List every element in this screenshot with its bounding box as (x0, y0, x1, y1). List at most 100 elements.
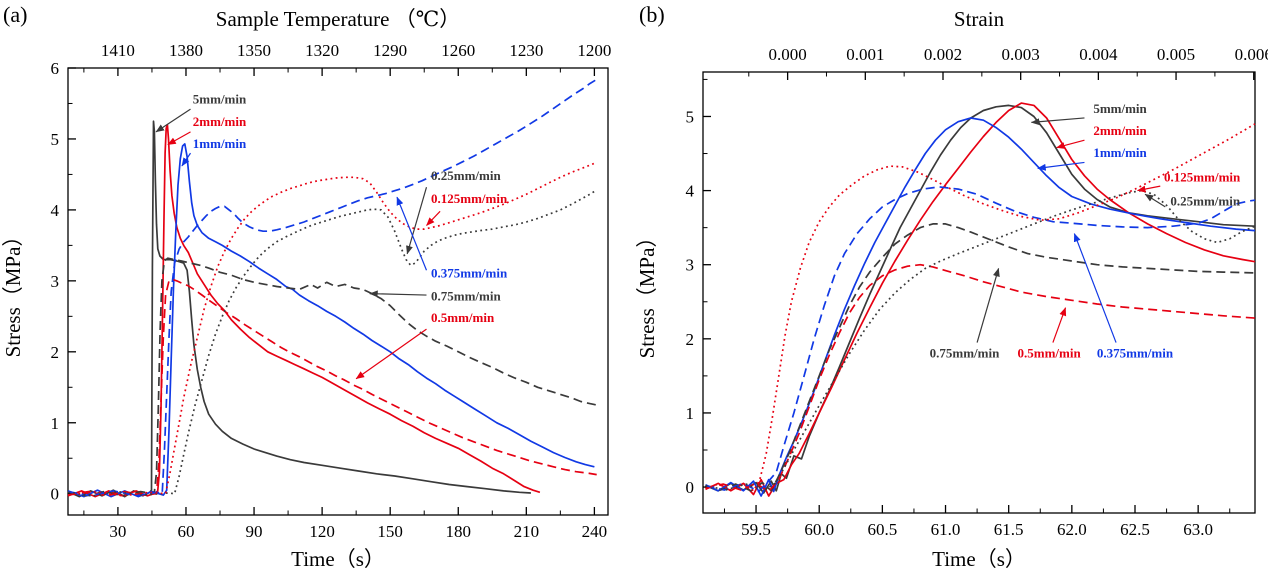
top-tick-label: 1200 (577, 41, 611, 60)
annotation-arrow (1052, 307, 1067, 343)
annotation-label: 0.375mm/min (1097, 345, 1174, 360)
x-tick-label: 30 (109, 522, 126, 541)
y-tick-label: 3 (686, 256, 695, 275)
chart-panel-b: 59.5 60.0 60.5 61.0 61.5 62.0 62.5 63.0 0 1 2 3 4 5 0.… (635, 7, 1268, 571)
y-tick-label: 0 (51, 485, 60, 504)
annotation-arrow (396, 196, 428, 271)
top-tick-label: 1380 (169, 41, 203, 60)
top-tick-label: 1350 (237, 41, 271, 60)
x-tick-label: 61.0 (931, 520, 961, 539)
series-0-25mm-min (705, 189, 1256, 492)
annotation-label: 0.75mm/min (431, 289, 501, 304)
annotation-label: 0.5mm/min (1018, 345, 1082, 360)
series-0-75mm-min (67, 257, 597, 497)
y-tick-label: 6 (51, 59, 60, 78)
panel-a-label: (a) (3, 2, 28, 27)
x-tick-label: 60.0 (804, 520, 834, 539)
annotation-label: 0.125mm/min (431, 191, 508, 206)
series-0-25mm-min (67, 189, 598, 497)
annotation-label: 5mm/min (193, 91, 247, 106)
top-tick-label: 0.002 (924, 45, 962, 64)
series-0-125mm-min (67, 161, 598, 497)
x-tick-label: 62.5 (1120, 520, 1150, 539)
annotation-arrow (1030, 117, 1085, 126)
annotation-label: 0.5mm/min (431, 310, 495, 325)
x-tick-label: 210 (514, 522, 540, 541)
top-tick-label: 0.006 (1235, 45, 1268, 64)
x-tick-label: 150 (377, 522, 403, 541)
top-tick-label: 1320 (305, 41, 339, 60)
top-tick-label: 0.003 (1002, 45, 1040, 64)
y-tick-label: 4 (686, 182, 695, 201)
top-tick-label: 1260 (441, 41, 475, 60)
x-tick-label: 63.0 (1183, 520, 1213, 539)
annotation-arrow (1056, 139, 1085, 149)
annotation-arrow (976, 267, 1000, 343)
annotation-label: 0.375mm/min (431, 265, 508, 280)
annotation-arrow (1137, 185, 1161, 193)
y-tick-label: 0 (686, 478, 695, 497)
top-tick-label: 1290 (373, 41, 407, 60)
x-tick-label: 61.5 (994, 520, 1024, 539)
annotation-label: 2mm/min (1093, 123, 1147, 138)
annotation-arrow (181, 152, 192, 167)
annotation-label: 1mm/min (1093, 145, 1147, 160)
x-tick-label: 120 (309, 522, 335, 541)
x-tick-label: 240 (582, 522, 608, 541)
x-tick-label: 60.5 (867, 520, 897, 539)
y-tick-label: 5 (686, 107, 695, 126)
top-tick-label: 1410 (101, 41, 135, 60)
series-0-125mm-min (705, 123, 1256, 492)
x-tick-label: 180 (446, 522, 472, 541)
chart-panel-a: 30 60 90 120 150 180 210 240 0 1 2 3 4 5 6 1410 1380 1350… (1, 7, 611, 571)
top-axis-title: Strain (954, 7, 1005, 31)
y-tick-label: 2 (51, 343, 60, 362)
series-0-75mm-min (705, 223, 1256, 492)
annotation-label: 5mm/min (1093, 101, 1147, 116)
series-2mm-min (705, 102, 1256, 497)
y-tick-label: 3 (51, 272, 60, 291)
annotations: 5mm/min 2mm/min 1mm/min 0.125mm/min 0.25mm/m… (930, 101, 1241, 361)
series-0-5mm-min (705, 263, 1256, 493)
series-1mm-min (67, 143, 595, 498)
panel-b-label: (b) (639, 2, 665, 27)
top-tick-label: 1230 (509, 41, 543, 60)
series-0-5mm-min (67, 278, 597, 497)
series-0-375mm-min (705, 186, 1256, 493)
y-tick-label: 2 (686, 330, 695, 349)
annotation-arrow (1144, 193, 1166, 208)
annotation-arrow (426, 210, 441, 226)
y-tick-label: 1 (686, 404, 695, 423)
top-tick-label: 0.004 (1079, 45, 1118, 64)
x-axis-label: Time（s） (932, 547, 1026, 571)
x-tick-label: 59.5 (741, 520, 771, 539)
annotation-label: 1mm/min (193, 136, 247, 151)
annotation-label: 0.25mm/min (431, 168, 501, 183)
x-tick-label: 90 (246, 522, 263, 541)
y-axis-label: Stress（MPa） (635, 227, 659, 359)
annotation-arrow (1037, 161, 1085, 171)
series-1mm-min (705, 117, 1256, 497)
annotation-label: 0.25mm/min (1170, 193, 1240, 208)
annotations: 5mm/min 2mm/min 1mm/min 0.25mm/min 0.125mm/m… (155, 91, 508, 380)
axes: 59.5 60.0 60.5 61.0 61.5 62.0 62.5 63.0 0 1 2 3 4 5 0.… (635, 7, 1268, 571)
annotation-arrow (355, 328, 427, 380)
y-tick-label: 5 (51, 130, 60, 149)
top-tick-label: 0.001 (846, 45, 884, 64)
top-tick-label: 0.005 (1157, 45, 1195, 64)
series-group (67, 78, 598, 498)
annotation-arrow (155, 108, 191, 133)
annotation-arrow (167, 131, 191, 146)
annotation-label: 2mm/min (193, 114, 247, 129)
y-axis-label: Stress（MPa） (1, 226, 25, 358)
axes: 30 60 90 120 150 180 210 240 0 1 2 3 4 5 6 1410 1380 1350… (1, 7, 611, 571)
annotation-label: 0.75mm/min (930, 345, 1000, 360)
series-0-375mm-min (67, 78, 598, 497)
top-axis-title: Sample Temperature （℃） (216, 7, 460, 31)
series-2mm-min (67, 123, 541, 498)
annotation-arrow (1073, 233, 1117, 343)
x-tick-label: 60 (177, 522, 194, 541)
top-tick-label: 0.000 (769, 45, 807, 64)
annotation-arrow (406, 187, 428, 255)
